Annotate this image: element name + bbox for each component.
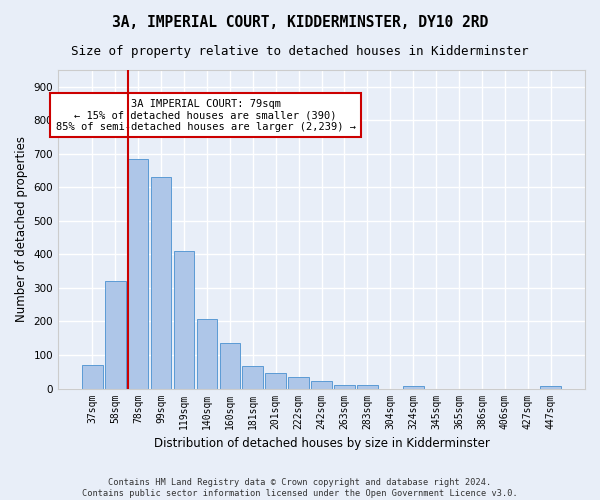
Bar	[242, 366, 263, 388]
Bar	[173, 251, 194, 388]
Bar	[220, 342, 240, 388]
Bar	[334, 384, 355, 388]
Bar	[82, 365, 103, 388]
Y-axis label: Number of detached properties: Number of detached properties	[15, 136, 28, 322]
Text: Size of property relative to detached houses in Kidderminster: Size of property relative to detached ho…	[71, 45, 529, 58]
Bar	[311, 381, 332, 388]
Bar	[197, 319, 217, 388]
Text: 3A IMPERIAL COURT: 79sqm
← 15% of detached houses are smaller (390)
85% of semi-: 3A IMPERIAL COURT: 79sqm ← 15% of detach…	[56, 98, 356, 132]
Bar	[128, 159, 148, 388]
Bar	[265, 373, 286, 388]
Bar	[151, 176, 172, 388]
Bar	[288, 378, 309, 388]
X-axis label: Distribution of detached houses by size in Kidderminster: Distribution of detached houses by size …	[154, 437, 490, 450]
Bar	[403, 386, 424, 388]
Bar	[541, 386, 561, 388]
Bar	[357, 385, 377, 388]
Text: 3A, IMPERIAL COURT, KIDDERMINSTER, DY10 2RD: 3A, IMPERIAL COURT, KIDDERMINSTER, DY10 …	[112, 15, 488, 30]
Bar	[105, 282, 125, 389]
Text: Contains HM Land Registry data © Crown copyright and database right 2024.
Contai: Contains HM Land Registry data © Crown c…	[82, 478, 518, 498]
